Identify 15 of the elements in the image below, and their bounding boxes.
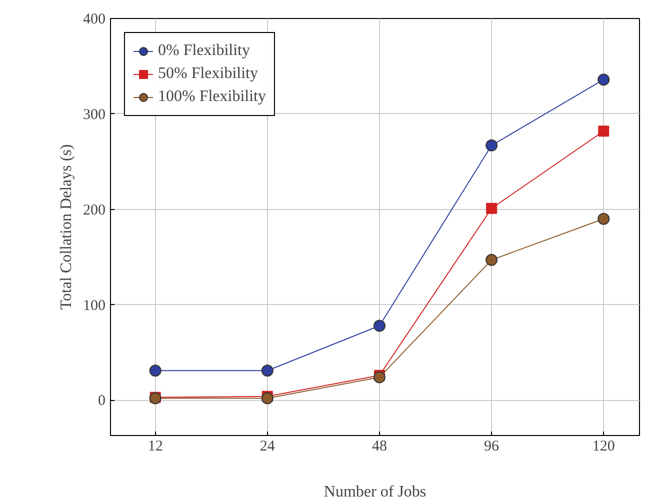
x-tick-label: 96 [484,438,500,454]
y-tick-label: 200 [83,202,106,218]
legend-label: 100% Flexibility [158,88,266,106]
x-axis-title: Number of Jobs [324,484,426,500]
y-tick-label: 400 [83,12,106,28]
y-axis-title: Total Collation Delays (s) [58,144,75,310]
legend-label: 50% Flexibility [158,65,258,83]
y-tick-label: 0 [98,393,106,410]
y-tick-label: 100 [83,298,106,314]
y-tick-label: 300 [83,106,106,123]
legend-label: 0% Flexibility [158,42,250,60]
x-tick-label: 120 [592,438,615,454]
x-tick-label: 12 [148,438,163,454]
x-tick-label: 24 [260,438,276,454]
x-tick-label: 48 [372,438,387,454]
